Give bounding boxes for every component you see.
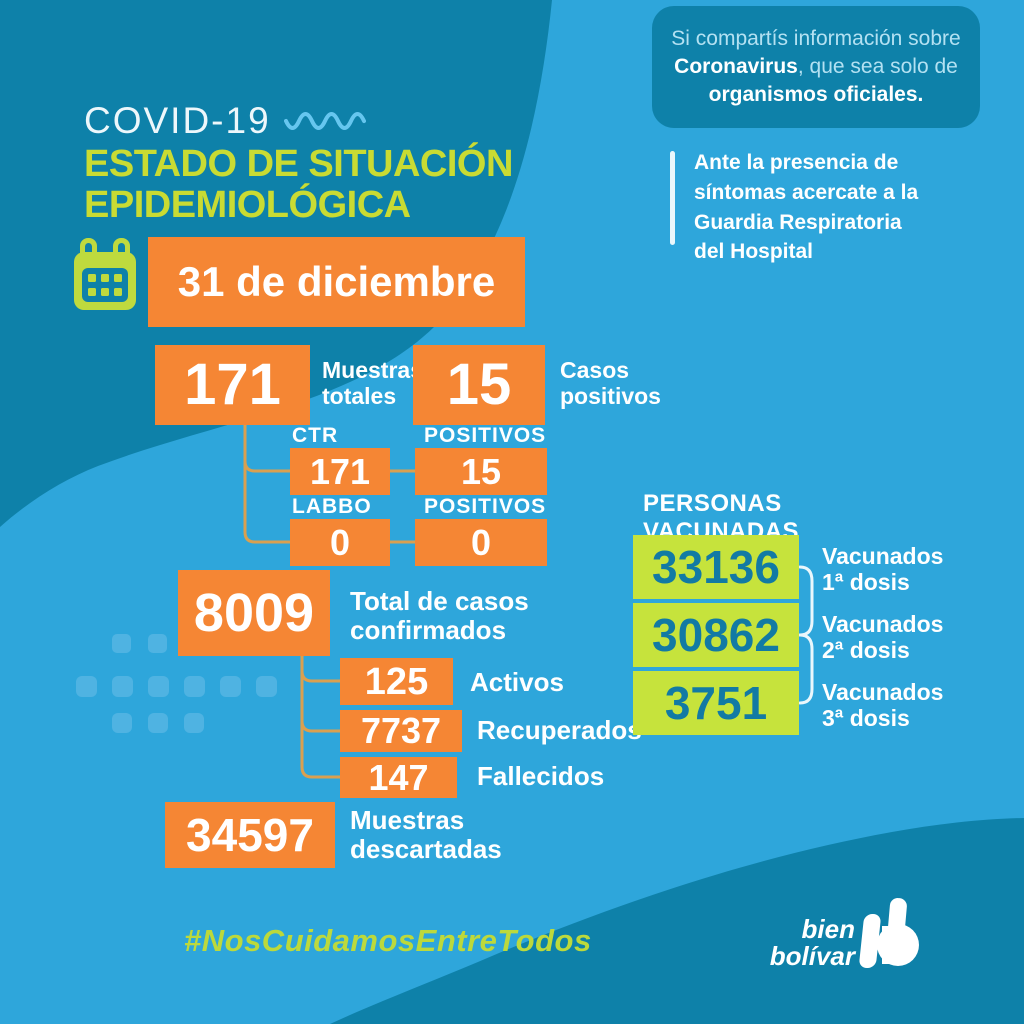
ctr-positives-label: POSITIVOS [424,424,547,447]
share-info-notice: Si compartís información sobre Coronavir… [652,6,980,128]
ctr-value: 171 [290,448,390,495]
campaign-hashtag: #NosCuidamosEntreTodos [184,923,592,958]
active-cases-value: 125 [340,658,453,705]
date-box: 31 de diciembre [148,237,525,327]
covid-label: COVID-19 [84,100,271,141]
labbo-label: LABBO [292,495,372,518]
labbo-positives-value: 0 [415,519,547,566]
positive-cases-value: 15 [413,345,545,425]
positive-cases-label: Casos positivos [560,357,661,409]
samples-total-label: Muestras totales [322,357,423,409]
brand-logo-text: bien bolívar [769,914,855,972]
wave-icon [284,112,366,130]
vaccination-brackets [798,565,814,705]
active-cases-label: Activos [470,667,564,697]
labbo-positives-label: POSITIVOS [424,495,547,518]
background-shape-bottom-right [330,818,1024,1024]
vaccinated-dose2-value: 30862 [633,603,799,667]
symptoms-notice-text: Ante la presencia de síntomas acercate a… [694,151,919,264]
vaccinated-dose3-label: Vacunados 3ª dosis [822,679,944,732]
labbo-value: 0 [290,519,390,566]
deceased-cases-label: Fallecidos [477,761,605,791]
samples-tree-connector [243,423,417,544]
deceased-cases-value: 147 [340,757,457,798]
vaccinated-dose2-label: Vacunados 2ª dosis [822,611,944,664]
samples-total-value: 171 [155,345,310,425]
ctr-positives-value: 15 [415,448,547,495]
discarded-samples-label: Muestras descartadas [350,805,502,865]
dots-pattern [76,634,277,733]
calendar-icon [74,238,136,310]
cases-tree-connector [300,654,342,779]
confirmed-cases-label: Total de casos confirmados [350,586,529,646]
recovered-cases-label: Recuperados [477,715,642,745]
vaccinated-dose1-label: Vacunados 1ª dosis [822,543,944,596]
share-info-line1: Si compartís información sobre [671,27,961,51]
symptoms-notice-bar [670,151,675,245]
page-title: ESTADO DE SITUACIÓN EPIDEMIOLÓGICA [84,143,513,226]
share-info-line2: Coronavirus, que sea solo de [674,55,958,79]
confirmed-cases-value: 8009 [178,570,330,656]
discarded-samples-value: 34597 [165,802,335,868]
share-info-line3: organismos oficiales. [708,82,924,106]
ctr-label: CTR [292,424,339,447]
vaccinated-dose3-value: 3751 [633,671,799,735]
recovered-cases-value: 7737 [340,710,462,752]
vaccinated-dose1-value: 33136 [633,535,799,599]
thumbs-up-logo-icon [859,898,919,968]
